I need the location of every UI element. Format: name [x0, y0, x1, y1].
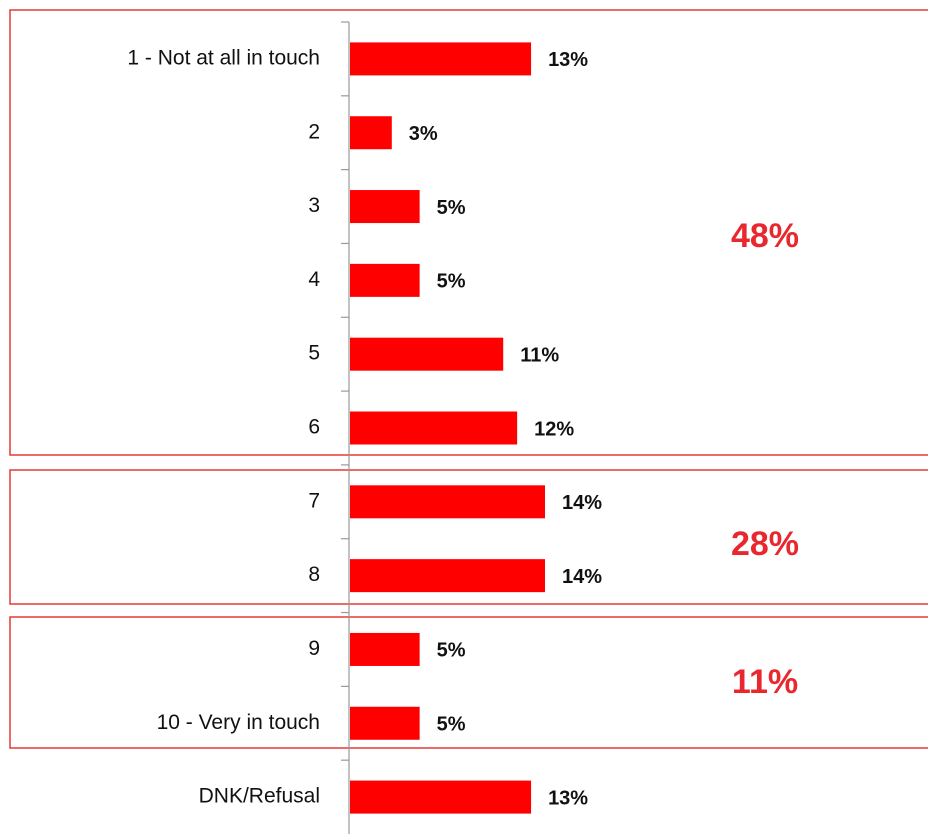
data-label: 12%	[534, 418, 574, 440]
data-label: 5%	[437, 714, 466, 736]
data-label: 13%	[548, 787, 588, 809]
category-label: 9	[308, 637, 320, 660]
bar	[350, 780, 532, 814]
bar	[350, 559, 545, 593]
group-total: 11%	[732, 663, 798, 701]
bar	[350, 632, 420, 666]
data-label: 13%	[548, 49, 588, 71]
data-label: 5%	[437, 197, 466, 219]
category-label: 4	[308, 268, 320, 291]
data-label: 14%	[562, 492, 602, 514]
data-label: 14%	[562, 566, 602, 588]
bar	[350, 263, 420, 297]
group-box	[9, 469, 928, 605]
bar	[350, 190, 420, 224]
bar	[350, 116, 392, 150]
data-label: 3%	[409, 123, 438, 145]
group-box	[9, 616, 928, 749]
data-label: 5%	[437, 640, 466, 662]
category-label: 5	[308, 342, 320, 365]
group-total: 28%	[731, 525, 799, 563]
bar	[350, 706, 420, 740]
category-label: 1 - Not at all in touch	[127, 46, 320, 69]
bar	[350, 337, 504, 371]
group-total: 48%	[731, 217, 799, 255]
category-label: 10 - Very in touch	[157, 711, 320, 734]
category-label: DNK/Refusal	[199, 785, 320, 808]
data-label: 11%	[520, 344, 559, 366]
category-label: 2	[308, 120, 320, 143]
category-label: 3	[308, 194, 320, 217]
data-label: 5%	[437, 271, 466, 293]
bar	[350, 411, 518, 445]
category-label: 7	[308, 489, 320, 512]
bar	[350, 42, 532, 76]
category-label: 6	[308, 416, 320, 439]
group-box	[9, 9, 928, 456]
bar	[350, 485, 545, 519]
category-label: 8	[308, 563, 320, 586]
